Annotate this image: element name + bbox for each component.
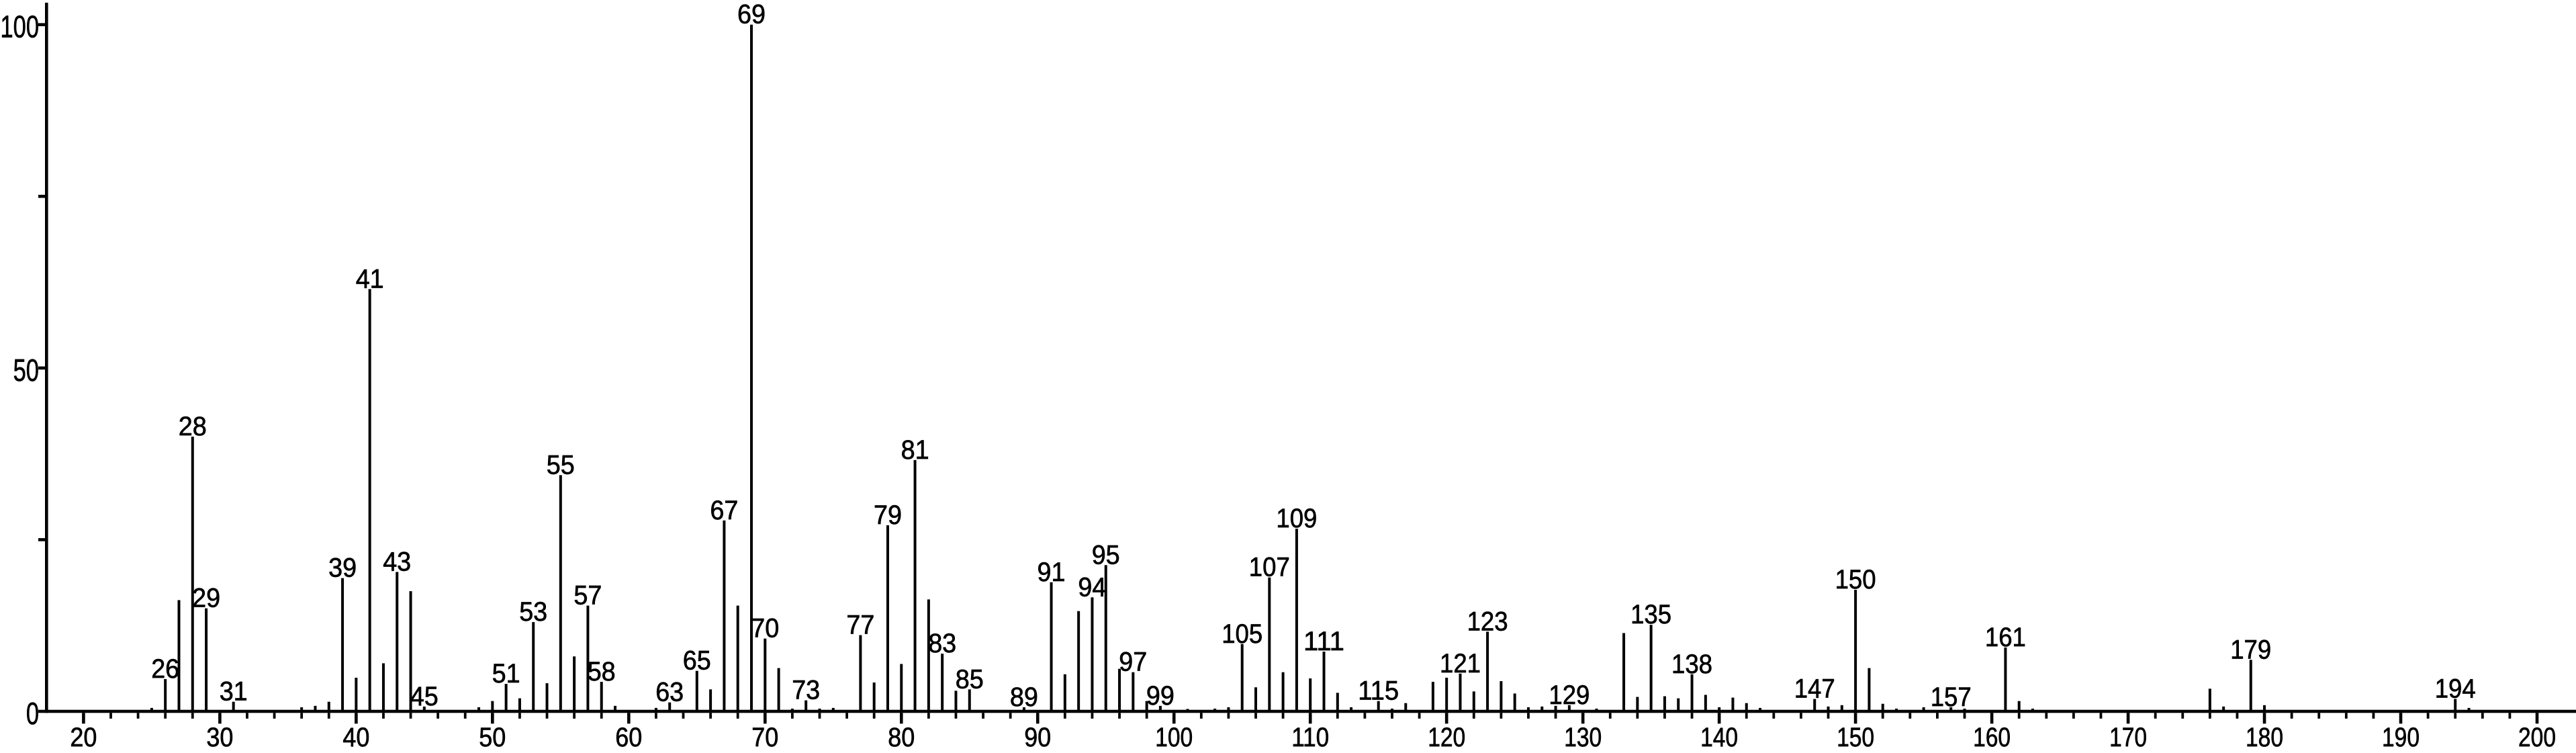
svg-text:80: 80 (888, 723, 915, 750)
svg-text:85: 85 (956, 664, 984, 694)
svg-text:150: 150 (1837, 723, 1874, 750)
svg-text:60: 60 (615, 723, 642, 750)
svg-text:90: 90 (1024, 723, 1051, 750)
svg-text:161: 161 (1985, 623, 2026, 652)
svg-text:100: 100 (1155, 723, 1193, 750)
svg-text:67: 67 (710, 496, 738, 525)
svg-text:138: 138 (1671, 650, 1712, 679)
svg-text:43: 43 (383, 547, 411, 577)
svg-text:160: 160 (1973, 723, 2011, 750)
svg-text:121: 121 (1440, 649, 1481, 678)
svg-text:50: 50 (13, 353, 39, 388)
svg-text:120: 120 (1428, 723, 1465, 750)
svg-text:91: 91 (1038, 558, 1066, 587)
svg-text:105: 105 (1222, 619, 1262, 649)
svg-text:28: 28 (179, 412, 207, 441)
svg-text:58: 58 (588, 657, 616, 686)
svg-text:110: 110 (1291, 723, 1329, 750)
svg-text:70: 70 (751, 614, 779, 644)
svg-text:50: 50 (479, 723, 506, 750)
svg-text:53: 53 (519, 597, 547, 627)
svg-text:31: 31 (220, 677, 248, 707)
svg-text:99: 99 (1146, 681, 1175, 711)
svg-text:20: 20 (70, 723, 97, 750)
svg-text:65: 65 (683, 646, 711, 676)
svg-text:51: 51 (492, 659, 520, 689)
svg-text:40: 40 (342, 723, 369, 750)
svg-text:111: 111 (1303, 627, 1344, 656)
svg-text:170: 170 (2109, 723, 2147, 750)
svg-text:77: 77 (846, 611, 874, 640)
svg-text:97: 97 (1119, 648, 1147, 677)
svg-text:39: 39 (328, 553, 357, 583)
svg-text:73: 73 (792, 676, 820, 705)
svg-text:0: 0 (26, 696, 39, 731)
svg-text:89: 89 (1010, 682, 1038, 712)
svg-text:83: 83 (928, 629, 956, 658)
svg-text:179: 179 (2230, 635, 2271, 664)
svg-text:41: 41 (356, 264, 384, 294)
svg-text:57: 57 (573, 581, 602, 611)
svg-text:123: 123 (1467, 607, 1508, 636)
svg-text:115: 115 (1358, 676, 1399, 706)
svg-text:194: 194 (2435, 674, 2476, 704)
svg-text:70: 70 (751, 723, 778, 750)
svg-text:150: 150 (1835, 565, 1876, 594)
svg-text:100: 100 (0, 9, 39, 44)
svg-text:29: 29 (192, 584, 220, 613)
svg-text:94: 94 (1078, 572, 1106, 602)
svg-text:107: 107 (1249, 553, 1290, 582)
svg-text:109: 109 (1276, 504, 1317, 533)
svg-text:63: 63 (655, 678, 684, 707)
svg-text:190: 190 (2382, 723, 2420, 750)
svg-text:45: 45 (410, 682, 439, 711)
svg-text:69: 69 (737, 0, 766, 30)
svg-text:180: 180 (2246, 723, 2283, 750)
svg-text:26: 26 (151, 654, 179, 684)
svg-text:55: 55 (547, 450, 575, 480)
svg-text:157: 157 (1931, 682, 1972, 712)
svg-text:79: 79 (874, 500, 902, 530)
svg-text:135: 135 (1630, 600, 1671, 629)
svg-text:140: 140 (1700, 723, 1738, 750)
svg-text:200: 200 (2518, 723, 2556, 750)
svg-text:147: 147 (1794, 674, 1835, 704)
svg-text:95: 95 (1092, 540, 1120, 570)
svg-text:30: 30 (206, 723, 233, 750)
svg-text:81: 81 (901, 435, 929, 465)
svg-text:129: 129 (1549, 680, 1590, 710)
svg-text:130: 130 (1564, 723, 1602, 750)
